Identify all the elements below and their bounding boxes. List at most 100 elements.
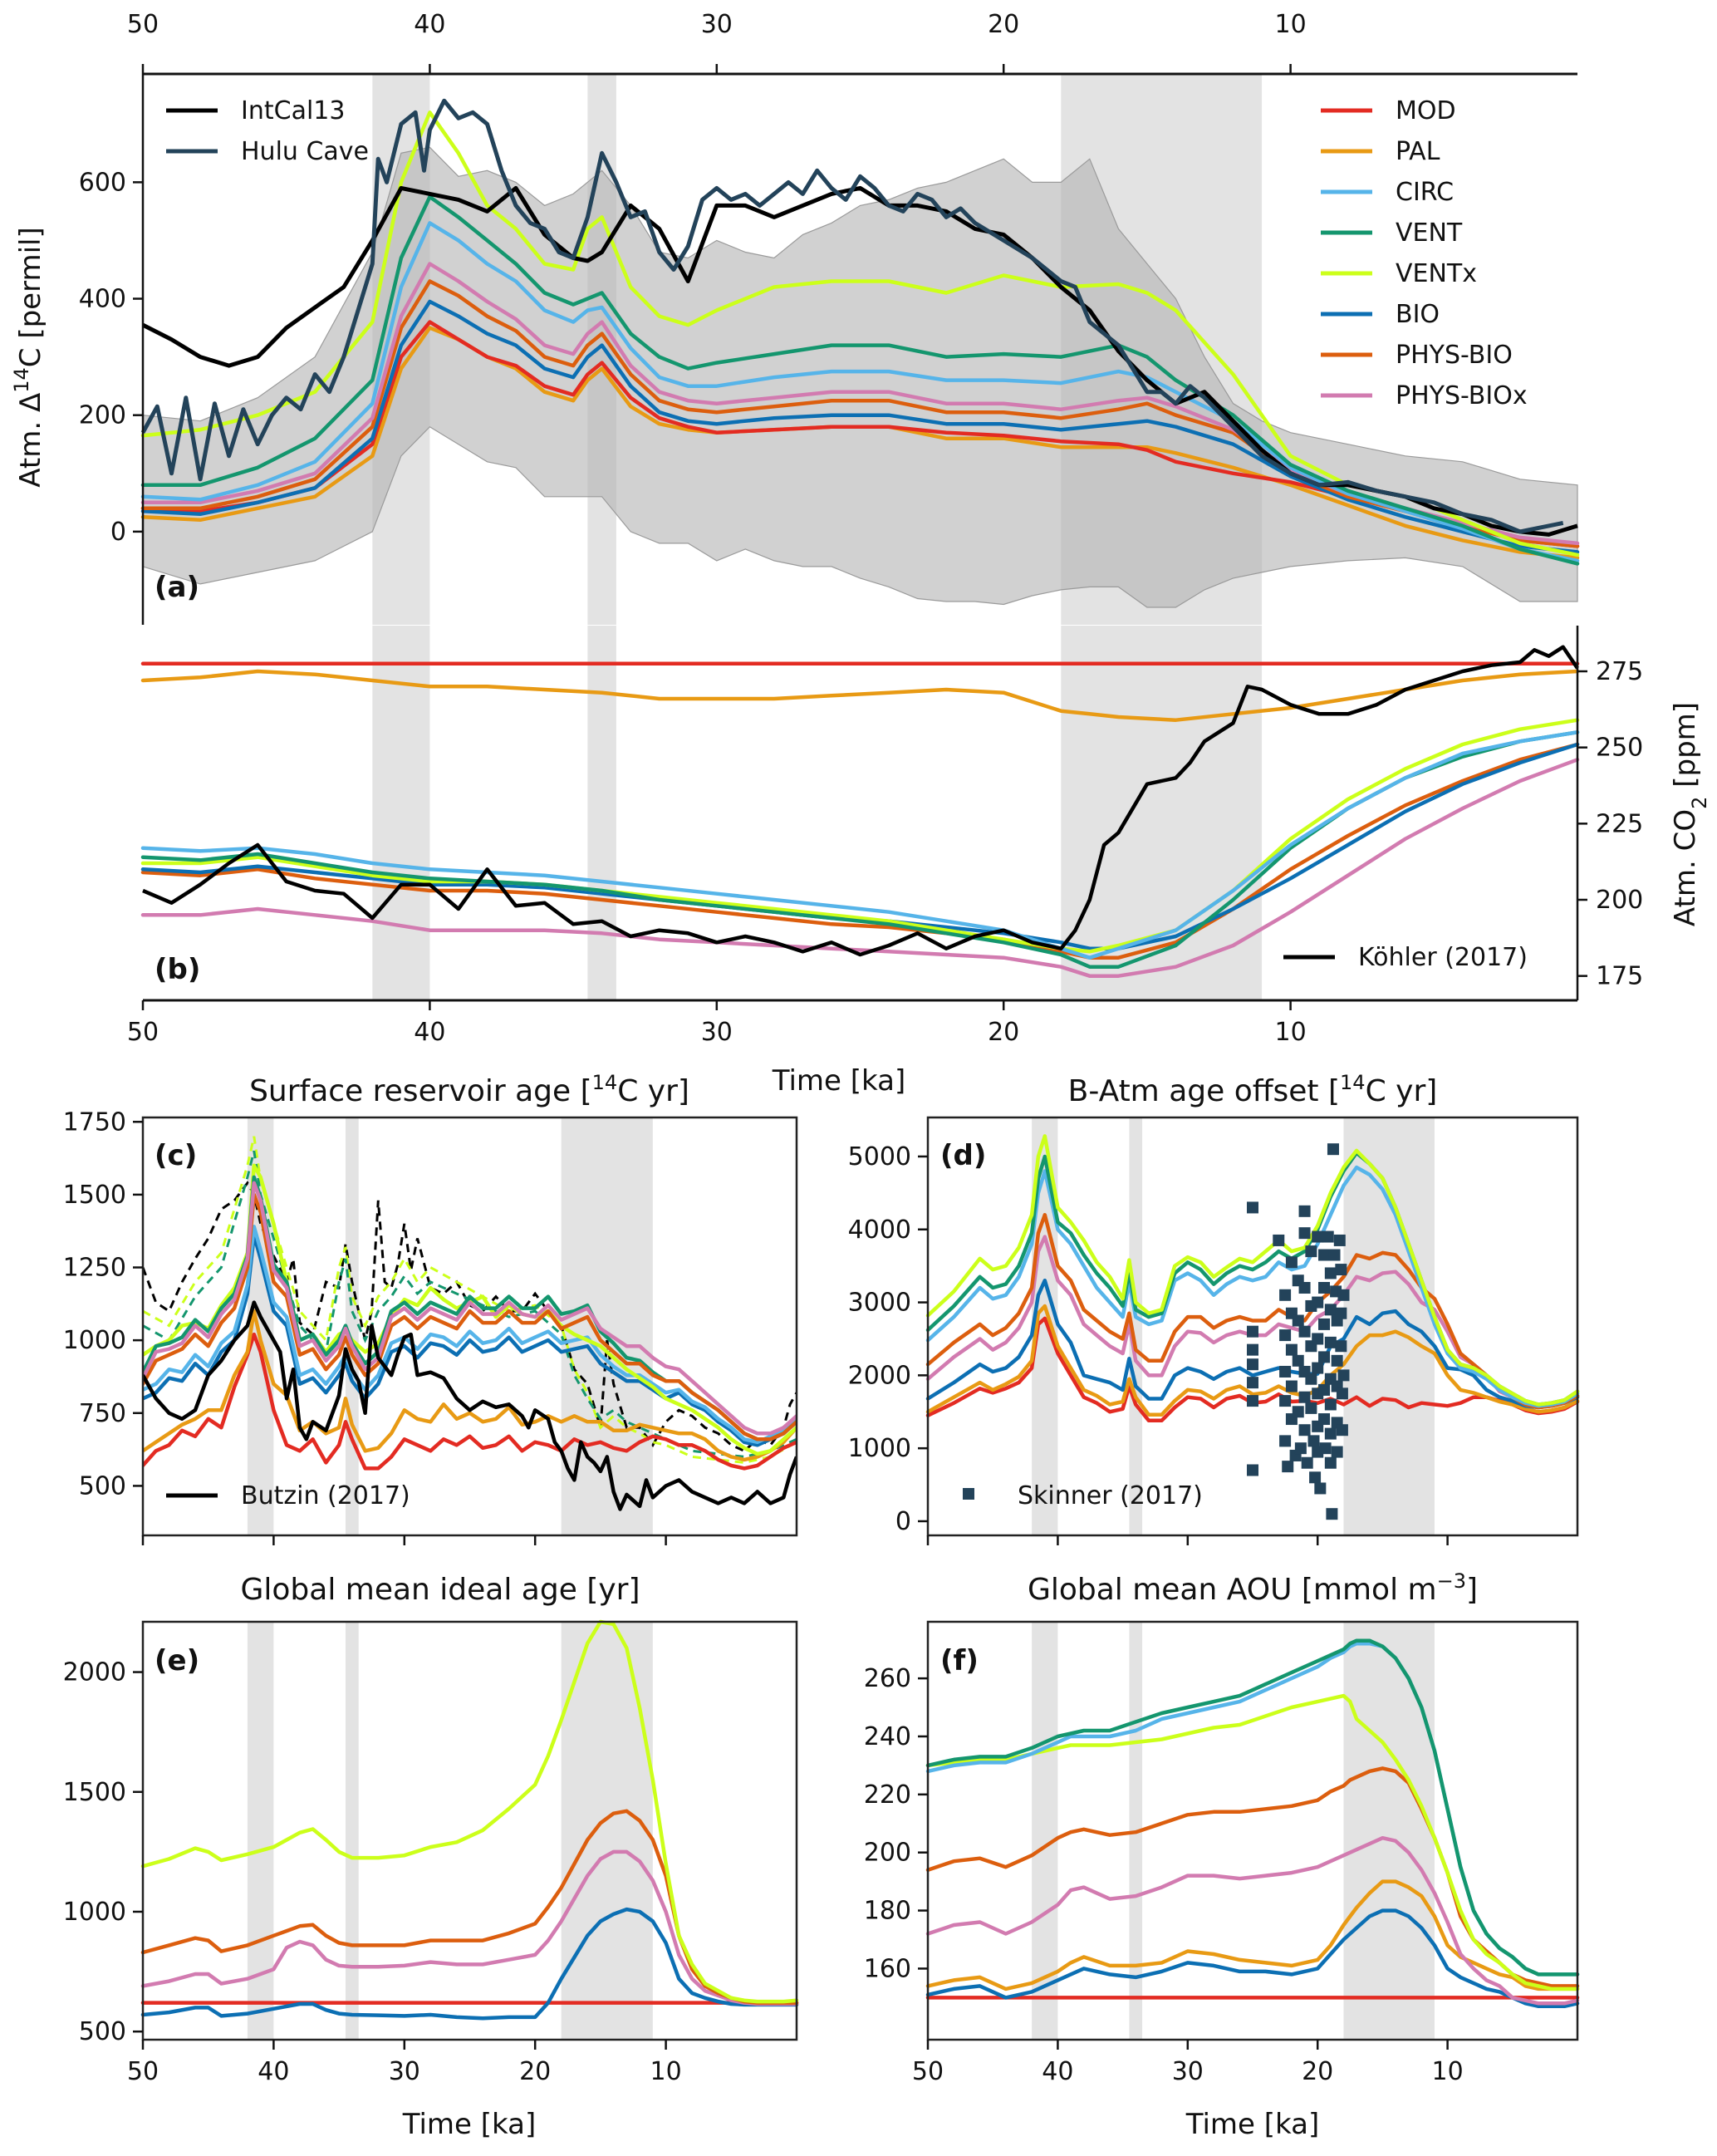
panel-d-skinner-point: [1331, 1446, 1343, 1458]
panel-d-skinner-point: [1319, 1442, 1332, 1455]
panel-b-ytick-label: 225: [1596, 809, 1643, 838]
time-axis-label-e: Time [ka]: [402, 2108, 536, 2141]
panel-a-legend-label-phys-biox: PHYS-BIOx: [1396, 381, 1528, 410]
panel-d-skinner-point: [1292, 1354, 1304, 1367]
panel-d-skinner-point: [1312, 1333, 1324, 1345]
panel-d-skinner-point: [1335, 1264, 1347, 1276]
panel-d-skinner-point: [1336, 1387, 1348, 1400]
panel-d-skinner-point: [1336, 1424, 1348, 1437]
panel-c-ytick-label: 750: [79, 1399, 126, 1428]
panel-e-xtick-label: 10: [650, 2057, 682, 2086]
panel-e-xtick-label: 20: [519, 2057, 551, 2086]
panel-c-dashed-ventx-dashed: [143, 1136, 797, 1464]
panel-a-xtick-label: 10: [1275, 10, 1307, 39]
panel-a-legend-label-mod: MOD: [1396, 96, 1456, 125]
panel-b-shaded-interval-2: [587, 626, 616, 1000]
panel-f-line-bio: [925, 1908, 1580, 2009]
panel-d-skinner-point: [1298, 1205, 1311, 1217]
panel-e-global-ideal-age: 500 1000 1500 2000 50 40 30 20 10: [63, 1619, 799, 2086]
panel-d-skinner-point: [1324, 1336, 1337, 1348]
panel-f-xtick-label: 40: [1042, 2057, 1073, 2086]
panel-e-xtick-label: 40: [258, 2057, 289, 2086]
panel-d-line-pal: [925, 1304, 1580, 1417]
panel-d-frame: [926, 1116, 1579, 1537]
panel-d-skinner-point: [1298, 1325, 1311, 1338]
panel-a-line-vent: [140, 194, 1580, 566]
panel-d-skinner-point: [1318, 1383, 1331, 1396]
panel-c-line-phys-biox: [143, 1181, 797, 1436]
panel-d-skinner-point: [1307, 1435, 1320, 1447]
panel-f-line-vent: [925, 1638, 1580, 1977]
panel-c-line-butzin-2017: [143, 1300, 797, 1511]
panel-d-skinner-point: [1333, 1234, 1346, 1246]
panel-d-shaded-interval-2: [1129, 1117, 1143, 1535]
panel-f-xtick-label: 10: [1432, 2057, 1464, 2086]
panel-d-skinner-point: [1326, 1508, 1338, 1520]
panel-e-ytick-label: 1000: [63, 1898, 126, 1927]
panel-d-skinner-point: [1282, 1461, 1294, 1473]
panel-d-skinner-point: [1285, 1380, 1298, 1392]
panel-d-skinner-point: [1312, 1362, 1324, 1374]
panel-b-xtick-label: 30: [701, 1018, 733, 1047]
panel-f-shaded-interval-1: [1032, 1622, 1058, 2040]
panel-d-skinner-point: [1292, 1314, 1304, 1327]
panel-d-skinner-point: [1273, 1234, 1285, 1246]
panel-d-skinner-point: [1247, 1358, 1258, 1371]
panel-d-skinner-point: [1305, 1245, 1317, 1258]
panel-b-line-vent: [140, 730, 1580, 969]
panel-b-xtick-label: 50: [127, 1018, 159, 1047]
panel-e-line-phys-bio: [140, 1809, 799, 2005]
panel-b-ytick-label: 175: [1596, 962, 1643, 991]
panel-c-legend-label-butzin-2017: Butzin (2017): [241, 1481, 410, 1510]
panel-d-skinner-point: [1318, 1249, 1331, 1261]
panel-c-ytick-label: 500: [79, 1471, 126, 1500]
panel-d-skinner-point: [1318, 1413, 1331, 1426]
panel-d-skinner-point: [1324, 1267, 1337, 1279]
panel-f-xtick-label: 20: [1302, 2057, 1333, 2086]
panel-d-skinner-point: [1312, 1230, 1324, 1243]
panel-d-skinner-point: [1335, 1340, 1347, 1353]
panel-d-skinner-point: [1298, 1391, 1311, 1403]
panel-f-ytick-label: 180: [864, 1897, 911, 1926]
panel-c-ytick-label: 1000: [63, 1326, 126, 1355]
panel-d-line-bio: [925, 1278, 1580, 1410]
panel-d-legend-label-skinner-2017: Skinner (2017): [1018, 1481, 1203, 1510]
panel-c-ytick-label: 1250: [63, 1254, 126, 1283]
panel-d-ytick-label: 1000: [848, 1434, 911, 1463]
panel-d-skinner-point: [1298, 1282, 1311, 1294]
panel-f-ytick-label: 240: [864, 1722, 911, 1751]
panel-a-xtick-label: 40: [414, 10, 445, 39]
panel-d-skinner-point: [1309, 1471, 1322, 1484]
panel-d-skinner-point: [1279, 1395, 1292, 1407]
panel-d-skinner-point: [1318, 1282, 1331, 1294]
panel-d-skinner-point: [1337, 1289, 1350, 1301]
panel-b-xtick-label: 20: [988, 1018, 1019, 1047]
panel-e-frame: [141, 1620, 798, 2041]
panel-d-skinner-point: [1247, 1201, 1258, 1214]
panel-d-skinner-point: [1298, 1424, 1311, 1437]
panel-d-b-atm-age-offset: 0 1000 2000 3000 4000 5000 Skinner (2017): [848, 1116, 1580, 1545]
panel-f-global-aou: 160 180 200 220 240 260 50 40 30 20 10: [864, 1620, 1580, 2086]
panel-c-ytick-label: 1500: [63, 1181, 126, 1210]
panel-b-xtick-label: 10: [1275, 1018, 1307, 1047]
panel-e-xtick-label: 50: [127, 2057, 159, 2086]
panel-d-skinner-point: [1285, 1256, 1298, 1269]
panel-e-ytick-label: 2000: [63, 1658, 126, 1687]
panel-d-skinner-point: [1324, 1456, 1337, 1469]
panel-a-legend-label-phys-bio: PHYS-BIO: [1396, 341, 1513, 370]
panel-f-line-ventx: [925, 1693, 1580, 1991]
panel-a-xtick-label: 30: [701, 10, 733, 39]
panel-d-shaded-interval-3: [1343, 1117, 1435, 1535]
panel-d-skinner-point: [1324, 1427, 1337, 1440]
panel-a-legend-label-ventx: VENTx: [1396, 259, 1477, 288]
panel-a-legend-label-intcal13: IntCal13: [241, 96, 345, 125]
panel-d-skinner-point: [1335, 1307, 1347, 1319]
panel-d-ytick-label: 3000: [848, 1289, 911, 1318]
panel-c-frame: [141, 1116, 798, 1537]
panel-d-skinner-point: [1247, 1464, 1258, 1476]
panel-f-ytick-label: 220: [864, 1780, 911, 1810]
panel-f-ytick-label: 160: [864, 1954, 911, 1983]
panel-d-skinner-point: [1247, 1377, 1258, 1389]
panel-e-shaded-interval-2: [345, 1622, 359, 2040]
panel-a-xtick-label: 50: [127, 10, 159, 39]
